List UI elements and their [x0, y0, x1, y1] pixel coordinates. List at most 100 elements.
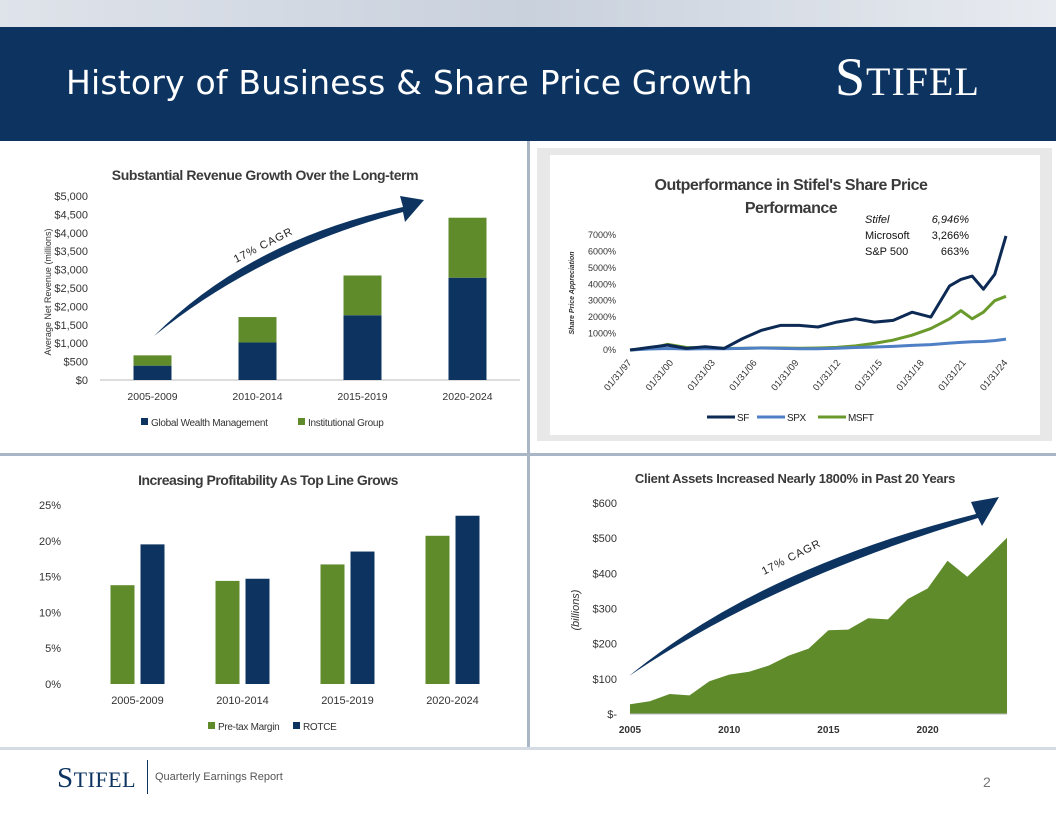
- x-tick-label: 01/31/12: [811, 358, 843, 393]
- logo-rest: TIFEL: [866, 59, 980, 104]
- y-tick-label: 6000%: [588, 246, 616, 256]
- legend-label-sf: SF: [737, 413, 749, 424]
- y-tick-label: $200: [593, 639, 617, 651]
- x-tick-label: 2005-2009: [127, 391, 177, 403]
- y-tick-label: $2,500: [54, 283, 88, 295]
- y-tick-label: $5,000: [54, 191, 88, 203]
- bar-institutional: [448, 217, 487, 278]
- chart-title: Substantial Revenue Growth Over the Long…: [112, 167, 418, 183]
- header-banner: [0, 27, 1056, 141]
- x-tick-label: 2010-2014: [232, 391, 282, 403]
- revenue-chart: Substantial Revenue Growth Over the Long…: [43, 167, 520, 429]
- x-tick-label: 01/31/18: [895, 358, 927, 393]
- x-tick-label: 2005: [619, 725, 642, 736]
- bar-pretax-margin: [425, 535, 450, 684]
- chart-title: Client Assets Increased Nearly 1800% in …: [635, 471, 955, 486]
- x-tick-label: 2020-2024: [442, 391, 492, 403]
- chart-title: Increasing Profitability As Top Line Gro…: [138, 472, 399, 488]
- y-tick-label: $1,000: [54, 338, 88, 350]
- x-tick-label: 2005-2009: [111, 695, 164, 707]
- footer-logo-rest: TIFEL: [73, 767, 137, 792]
- y-tick-label: $4,000: [54, 228, 88, 240]
- horizontal-divider: [0, 453, 1056, 456]
- bar-rotce: [455, 515, 480, 684]
- x-tick-label: 01/31/97: [602, 358, 634, 393]
- page-number: 2: [983, 774, 991, 790]
- bar-institutional: [343, 275, 382, 316]
- bar-rotce: [350, 551, 375, 684]
- bar-gwm: [133, 365, 172, 380]
- bar-institutional: [238, 317, 277, 343]
- y-tick-label: $100: [593, 674, 617, 686]
- legend-label-rotce: ROTCE: [303, 722, 337, 733]
- y-tick-label: $500: [593, 533, 617, 545]
- legend-swatch-pretax: [208, 722, 215, 729]
- top-gradient-strip: [0, 0, 1056, 27]
- y-tick-label: 3000%: [588, 296, 616, 306]
- legend-label-institutional: Institutional Group: [308, 418, 384, 429]
- profitability-chart: Increasing Profitability As Top Line Gro…: [39, 472, 480, 733]
- legend-swatch-rotce: [293, 722, 300, 729]
- y-tick-label: 20%: [39, 536, 61, 548]
- series-line-spx: [629, 337, 1007, 352]
- y-tick-label: 2000%: [588, 312, 616, 322]
- y-tick-label: 0%: [603, 345, 616, 355]
- y-tick-label: 4000%: [588, 279, 616, 289]
- footer-separator: [147, 760, 148, 794]
- footer-logo-initial: S: [57, 762, 74, 794]
- legend-box-value: 6,946%: [932, 214, 970, 226]
- x-tick-label: 2015: [817, 725, 840, 736]
- y-tick-label: 7000%: [588, 230, 616, 240]
- bar-rotce: [140, 544, 165, 684]
- legend-label-spx: SPX: [787, 413, 807, 424]
- x-tick-label: 2020: [917, 725, 940, 736]
- footer-divider: [0, 747, 1056, 750]
- series-line-sf: [629, 235, 1008, 352]
- x-tick-label: 01/31/06: [727, 358, 759, 393]
- legend-box-value: 3,266%: [932, 230, 970, 242]
- x-tick-label: 01/31/03: [686, 358, 718, 393]
- y-tick-label: 5%: [45, 643, 61, 655]
- y-tick-label: 25%: [39, 500, 61, 512]
- legend-box-name: S&P 500: [865, 246, 908, 258]
- x-tick-label: 2010: [718, 725, 741, 736]
- x-tick-label: 2010-2014: [216, 695, 269, 707]
- chart-title-line2: Performance: [745, 200, 838, 217]
- y-tick-label: 15%: [39, 572, 61, 584]
- x-tick-label: 2015-2019: [321, 695, 374, 707]
- page-title: History of Business & Share Price Growth: [66, 63, 753, 102]
- x-tick-label: 2015-2019: [337, 391, 387, 403]
- bar-pretax-margin: [320, 564, 345, 684]
- logo-initial: S: [835, 47, 867, 107]
- y-tick-label: $600: [593, 498, 617, 510]
- y-tick-label: $3,000: [54, 265, 88, 277]
- legend-swatch-gwm: [141, 418, 148, 425]
- y-tick-label: $3,500: [54, 246, 88, 258]
- y-axis-label: Share Price Appreciation: [569, 252, 576, 335]
- y-tick-label: $4,500: [54, 209, 88, 221]
- y-tick-label: $2,000: [54, 301, 88, 313]
- x-tick-label: 01/31/09: [769, 358, 801, 393]
- legend-label-pretax: Pre-tax Margin: [218, 722, 279, 733]
- y-tick-label: $0: [76, 375, 88, 387]
- bar-pretax-margin: [110, 585, 135, 684]
- footer-subtitle: Quarterly Earnings Report: [155, 771, 283, 783]
- bar-gwm: [343, 315, 382, 380]
- stifel-logo: STIFEL: [835, 50, 980, 109]
- y-tick-label: $500: [64, 357, 88, 369]
- y-tick-label: $400: [593, 568, 617, 580]
- y-tick-label: $1,500: [54, 320, 88, 332]
- share-price-chart-background: [550, 155, 1040, 435]
- y-tick-label: 5000%: [588, 263, 616, 273]
- area-client-assets: [630, 537, 1007, 714]
- y-tick-label: $-: [607, 709, 617, 721]
- legend-label-gwm: Global Wealth Management: [151, 418, 268, 429]
- x-tick-label: 01/31/15: [853, 358, 885, 393]
- y-tick-label: 1000%: [588, 329, 616, 339]
- legend-box-name: Stifel: [865, 214, 890, 226]
- legend-box-value: 663%: [941, 246, 969, 258]
- x-tick-label: 01/31/21: [936, 358, 968, 393]
- bar-rotce: [245, 578, 270, 684]
- y-tick-label: $300: [593, 604, 617, 616]
- bar-pretax-margin: [215, 580, 240, 684]
